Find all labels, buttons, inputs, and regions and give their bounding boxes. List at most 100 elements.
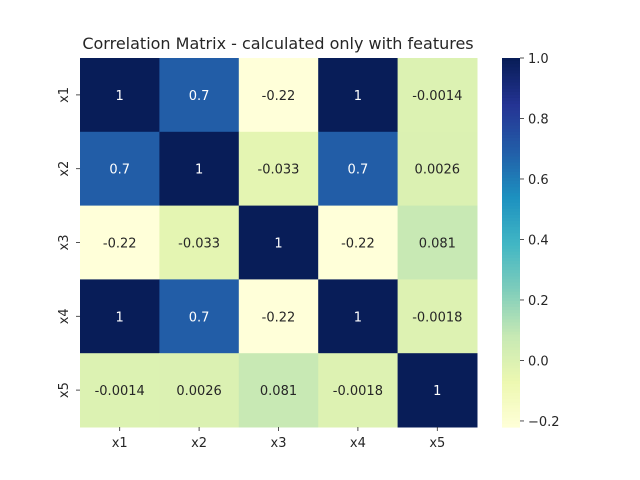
colorbar-segment — [502, 217, 520, 222]
colorbar-segment — [502, 184, 520, 188]
colorbar-segment — [502, 383, 520, 388]
colorbar-segment — [502, 273, 520, 277]
cell-value-label: -0.0018 — [412, 310, 462, 325]
colorbar-segment — [502, 162, 520, 167]
colorbar-segment — [502, 310, 520, 314]
colorbar-segment — [502, 359, 520, 364]
colorbar-segment — [502, 224, 520, 228]
x-tick-label: x1 — [112, 436, 128, 451]
colorbar-segment — [502, 313, 520, 317]
colorbar-segment — [502, 214, 520, 219]
colorbar-segment — [502, 174, 520, 179]
colorbar-segment — [502, 340, 520, 345]
colorbar-segment — [502, 58, 520, 62]
cell-value-label: 1 — [116, 310, 124, 325]
colorbar-segment — [502, 257, 520, 262]
colorbar-segment — [502, 205, 520, 210]
colorbar-tick-label: 0.6 — [528, 173, 549, 188]
colorbar-segment — [502, 64, 520, 68]
colorbar-tick-label: −0.2 — [528, 415, 560, 430]
heatmap-cell-x1-x5 — [397, 58, 478, 133]
heatmap-cell-x3-x5 — [397, 205, 478, 280]
colorbar-segment — [502, 276, 520, 280]
colorbar-segment — [502, 402, 520, 407]
colorbar-segment — [502, 113, 520, 118]
cell-value-label: -0.22 — [262, 89, 296, 104]
colorbar-segment — [502, 107, 520, 111]
cell-value-label: 0.7 — [189, 89, 210, 104]
colorbar-segment — [502, 368, 520, 373]
heatmap-cell-x4-x1 — [80, 279, 160, 354]
colorbar-segment — [502, 82, 520, 87]
colorbar-segment — [502, 233, 520, 237]
heatmap-cell-x5-x4 — [318, 353, 399, 428]
colorbar-segment — [502, 405, 520, 410]
colorbar-segment — [502, 322, 520, 327]
colorbar-segment — [502, 390, 520, 394]
colorbar-segment — [502, 279, 520, 284]
heatmap-cell-x4-x5 — [397, 279, 478, 354]
x-tick-label: x5 — [429, 436, 445, 451]
colorbar-segment — [502, 325, 520, 330]
colorbar-segment — [502, 76, 520, 81]
colorbar-segment — [502, 270, 520, 274]
colorbar-segment — [502, 147, 520, 151]
colorbar-tick-label: 0.0 — [528, 354, 549, 369]
colorbar-segment — [502, 220, 520, 225]
colorbar-segment — [502, 337, 520, 342]
x-tick-label: x3 — [271, 436, 287, 451]
colorbar-segment — [502, 423, 520, 428]
colorbar-segment — [502, 242, 520, 247]
colorbar-segment — [502, 396, 520, 400]
colorbar-segment — [502, 171, 520, 176]
colorbar-segment — [502, 199, 520, 204]
colorbar-segment — [502, 304, 520, 308]
heatmap-cell-x5-x5 — [397, 353, 478, 428]
heatmap-cell-x4-x3 — [238, 279, 319, 354]
cell-value-label: 0.081 — [260, 384, 297, 399]
cell-value-label: 1 — [116, 89, 124, 104]
colorbar-segment — [502, 230, 520, 234]
colorbar-tick-label: 1.0 — [528, 52, 549, 67]
colorbar-segment — [502, 288, 520, 293]
colorbar-segment — [502, 374, 520, 379]
colorbar-segment — [502, 79, 520, 84]
cell-value-label: -0.22 — [262, 310, 296, 325]
heatmap-cell-x4-x4 — [318, 279, 399, 354]
colorbar-tick-label: 0.2 — [528, 294, 549, 309]
colorbar-segment — [502, 190, 520, 194]
colorbar-segment — [502, 61, 520, 65]
colorbar-segment — [502, 387, 520, 391]
colorbar-segment — [502, 343, 520, 348]
colorbar-segment — [502, 211, 520, 216]
colorbar-segment — [502, 399, 520, 403]
y-tick-label: x3 — [57, 235, 72, 251]
colorbar-tick-label: 0.4 — [528, 233, 549, 248]
colorbar: −0.2 0.0 0.2 0.4 0.6 0.8 1.0 — [502, 52, 560, 430]
cell-value-label: 1 — [195, 163, 203, 178]
heatmap-cell-x1-x3 — [238, 58, 319, 133]
colorbar-segment — [502, 260, 520, 265]
colorbar-segment — [502, 134, 520, 139]
chart-title: Correlation Matrix - calculated only wit… — [82, 34, 473, 53]
colorbar-segment — [502, 193, 520, 197]
cell-value-label: 0.0026 — [176, 384, 222, 399]
colorbar-segment — [502, 202, 520, 207]
cell-value-label: 0.7 — [189, 310, 210, 325]
colorbar-segment — [502, 251, 520, 256]
colorbar-segment — [502, 380, 520, 385]
colorbar-segment — [502, 227, 520, 231]
colorbar-segment — [502, 168, 520, 173]
colorbar-segment — [502, 208, 520, 213]
colorbar-segment — [502, 408, 520, 413]
heatmap-cell-x2-x2 — [159, 131, 240, 207]
colorbar-segment — [502, 245, 520, 250]
colorbar-segment — [502, 239, 520, 244]
colorbar-segment — [502, 94, 520, 99]
cell-value-label: -0.22 — [103, 237, 137, 252]
heatmap-cell-x2-x4 — [318, 131, 399, 207]
colorbar-segment — [502, 236, 520, 241]
colorbar-segment — [502, 267, 520, 271]
heatmap-cell-x1-x1 — [80, 58, 160, 133]
